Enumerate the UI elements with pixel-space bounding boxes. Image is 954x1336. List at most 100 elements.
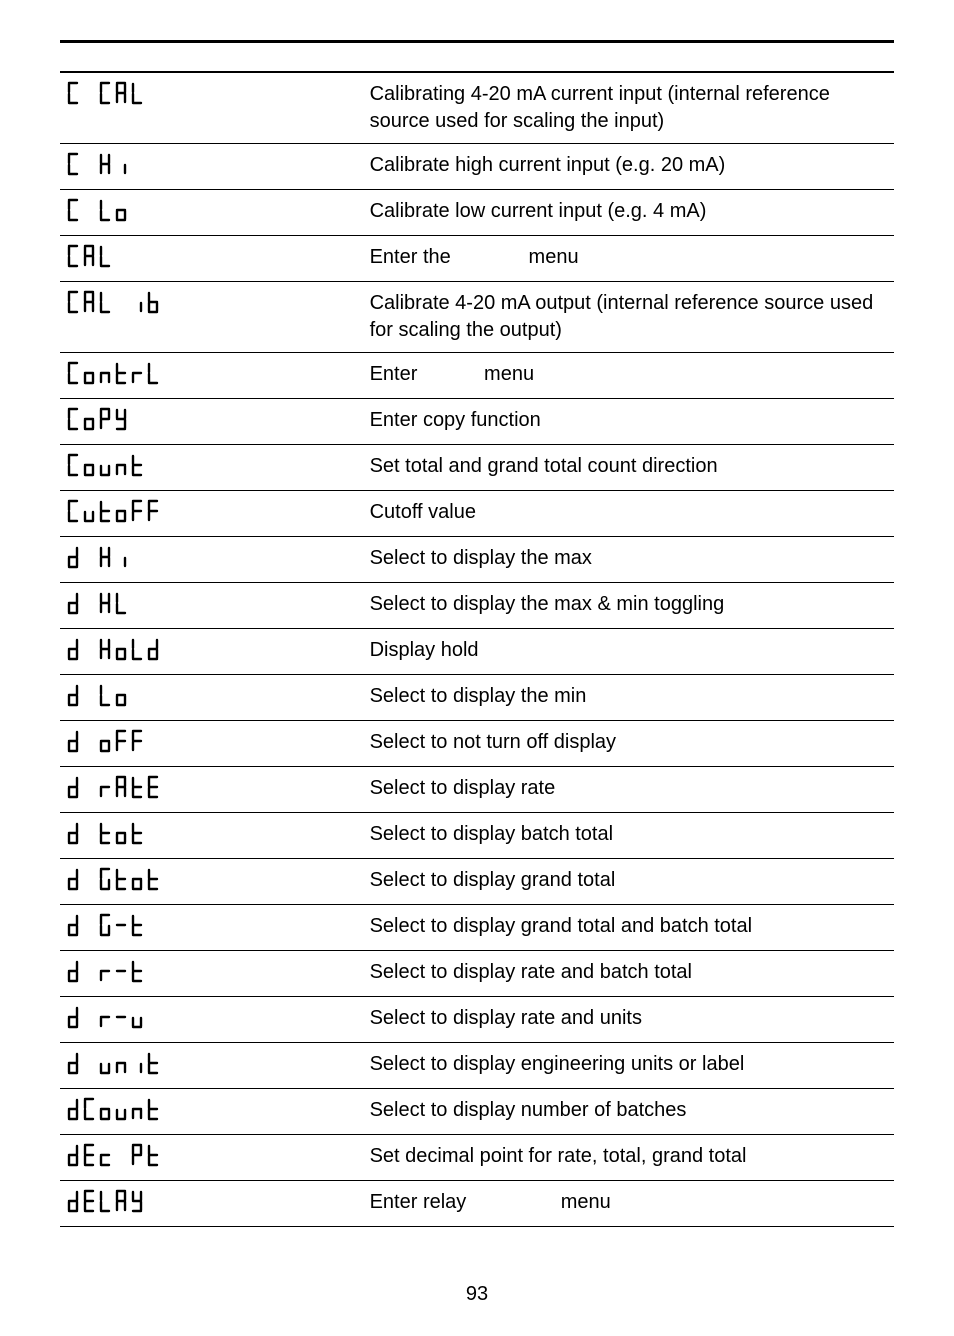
description-cell: Select to display number of batches <box>369 1089 894 1135</box>
table-row: Select to display batch total <box>60 813 894 859</box>
code-cell <box>60 1135 369 1181</box>
code-cell <box>60 491 369 537</box>
description-cell: Cutoff value <box>369 491 894 537</box>
seven-segment-display <box>66 1010 146 1034</box>
seven-segment-display <box>66 412 130 436</box>
seven-segment-display <box>66 295 162 319</box>
description-cell: Select to display rate <box>369 767 894 813</box>
seven-segment-display <box>66 642 162 666</box>
description-cell: Select to not turn off display <box>369 721 894 767</box>
description-cell: Calibrate low current input (e.g. 4 mA) <box>369 190 894 236</box>
code-cell <box>60 72 369 144</box>
table-row: Calibrate low current input (e.g. 4 mA) <box>60 190 894 236</box>
seven-segment-display <box>66 780 162 804</box>
description-cell: Enter copy function <box>369 399 894 445</box>
code-cell <box>60 1181 369 1227</box>
description-cell: Select to display rate and units <box>369 997 894 1043</box>
code-cell <box>60 445 369 491</box>
seven-segment-display <box>66 504 162 528</box>
table-row: Calibrating 4-20 mA current input (inter… <box>60 72 894 144</box>
table-row: Enter relay menu <box>60 1181 894 1227</box>
code-cell <box>60 997 369 1043</box>
code-cell <box>60 951 369 997</box>
table-row: Select to display grand total <box>60 859 894 905</box>
code-cell <box>60 629 369 675</box>
table-row: Cutoff value <box>60 491 894 537</box>
description-cell: Calibrate high current input (e.g. 20 mA… <box>369 144 894 190</box>
seven-segment-display <box>66 964 146 988</box>
code-cell <box>60 353 369 399</box>
seven-segment-display <box>66 1148 162 1172</box>
description-cell: Select to display the min <box>369 675 894 721</box>
seven-segment-display <box>66 734 146 758</box>
code-cell <box>60 537 369 583</box>
table-row: Select to display rate and units <box>60 997 894 1043</box>
description-cell: Select to display grand total and batch … <box>369 905 894 951</box>
code-cell <box>60 236 369 282</box>
description-cell: Select to display the max <box>369 537 894 583</box>
seven-segment-display <box>66 458 146 482</box>
table-row: Select to display the max & min toggling <box>60 583 894 629</box>
code-cell <box>60 399 369 445</box>
table-row: Calibrate high current input (e.g. 20 mA… <box>60 144 894 190</box>
description-cell: Display hold <box>369 629 894 675</box>
definitions-table: Calibrating 4-20 mA current input (inter… <box>60 71 894 1227</box>
table-row: Select to display number of batches <box>60 1089 894 1135</box>
code-cell <box>60 813 369 859</box>
description-cell: Enter relay menu <box>369 1181 894 1227</box>
seven-segment-display <box>66 1102 162 1126</box>
code-cell <box>60 144 369 190</box>
seven-segment-display <box>66 918 146 942</box>
table-row: Display hold <box>60 629 894 675</box>
table-row: Enter menu <box>60 353 894 399</box>
description-cell: Set total and grand total count directio… <box>369 445 894 491</box>
code-cell <box>60 859 369 905</box>
code-cell <box>60 1089 369 1135</box>
table-row: Calibrate 4-20 mA output (internal refer… <box>60 282 894 353</box>
description-cell: Calibrate 4-20 mA output (internal refer… <box>369 282 894 353</box>
seven-segment-display <box>66 249 114 273</box>
description-cell: Select to display engineering units or l… <box>369 1043 894 1089</box>
description-cell: Select to display rate and batch total <box>369 951 894 997</box>
table-row: Select to display rate and batch total <box>60 951 894 997</box>
seven-segment-display <box>66 1194 146 1218</box>
definitions-tbody: Calibrating 4-20 mA current input (inter… <box>60 72 894 1227</box>
code-cell <box>60 190 369 236</box>
seven-segment-display <box>66 550 130 574</box>
seven-segment-display <box>66 872 162 896</box>
code-cell <box>60 675 369 721</box>
code-cell <box>60 282 369 353</box>
table-row: Enter copy function <box>60 399 894 445</box>
seven-segment-display <box>66 688 130 712</box>
top-rule <box>60 40 894 43</box>
seven-segment-display <box>66 1056 162 1080</box>
seven-segment-display <box>66 826 146 850</box>
description-cell: Calibrating 4-20 mA current input (inter… <box>369 72 894 144</box>
seven-segment-display <box>66 203 130 227</box>
description-cell: Enter menu <box>369 353 894 399</box>
table-row: Select to display the min <box>60 675 894 721</box>
description-cell: Select to display the max & min toggling <box>369 583 894 629</box>
page-number: 93 <box>0 1283 954 1306</box>
code-cell <box>60 583 369 629</box>
page: Calibrating 4-20 mA current input (inter… <box>0 0 954 1336</box>
table-row: Set decimal point for rate, total, grand… <box>60 1135 894 1181</box>
description-cell: Select to display batch total <box>369 813 894 859</box>
description-cell: Enter the menu <box>369 236 894 282</box>
seven-segment-display <box>66 157 130 181</box>
code-cell <box>60 721 369 767</box>
table-row: Enter the menu <box>60 236 894 282</box>
table-row: Select to not turn off display <box>60 721 894 767</box>
table-row: Select to display the max <box>60 537 894 583</box>
code-cell <box>60 1043 369 1089</box>
table-row: Set total and grand total count directio… <box>60 445 894 491</box>
table-row: Select to display rate <box>60 767 894 813</box>
table-row: Select to display engineering units or l… <box>60 1043 894 1089</box>
code-cell <box>60 767 369 813</box>
code-cell <box>60 905 369 951</box>
description-cell: Select to display grand total <box>369 859 894 905</box>
seven-segment-display <box>66 596 130 620</box>
table-row: Select to display grand total and batch … <box>60 905 894 951</box>
seven-segment-display <box>66 86 146 110</box>
seven-segment-display <box>66 366 162 390</box>
